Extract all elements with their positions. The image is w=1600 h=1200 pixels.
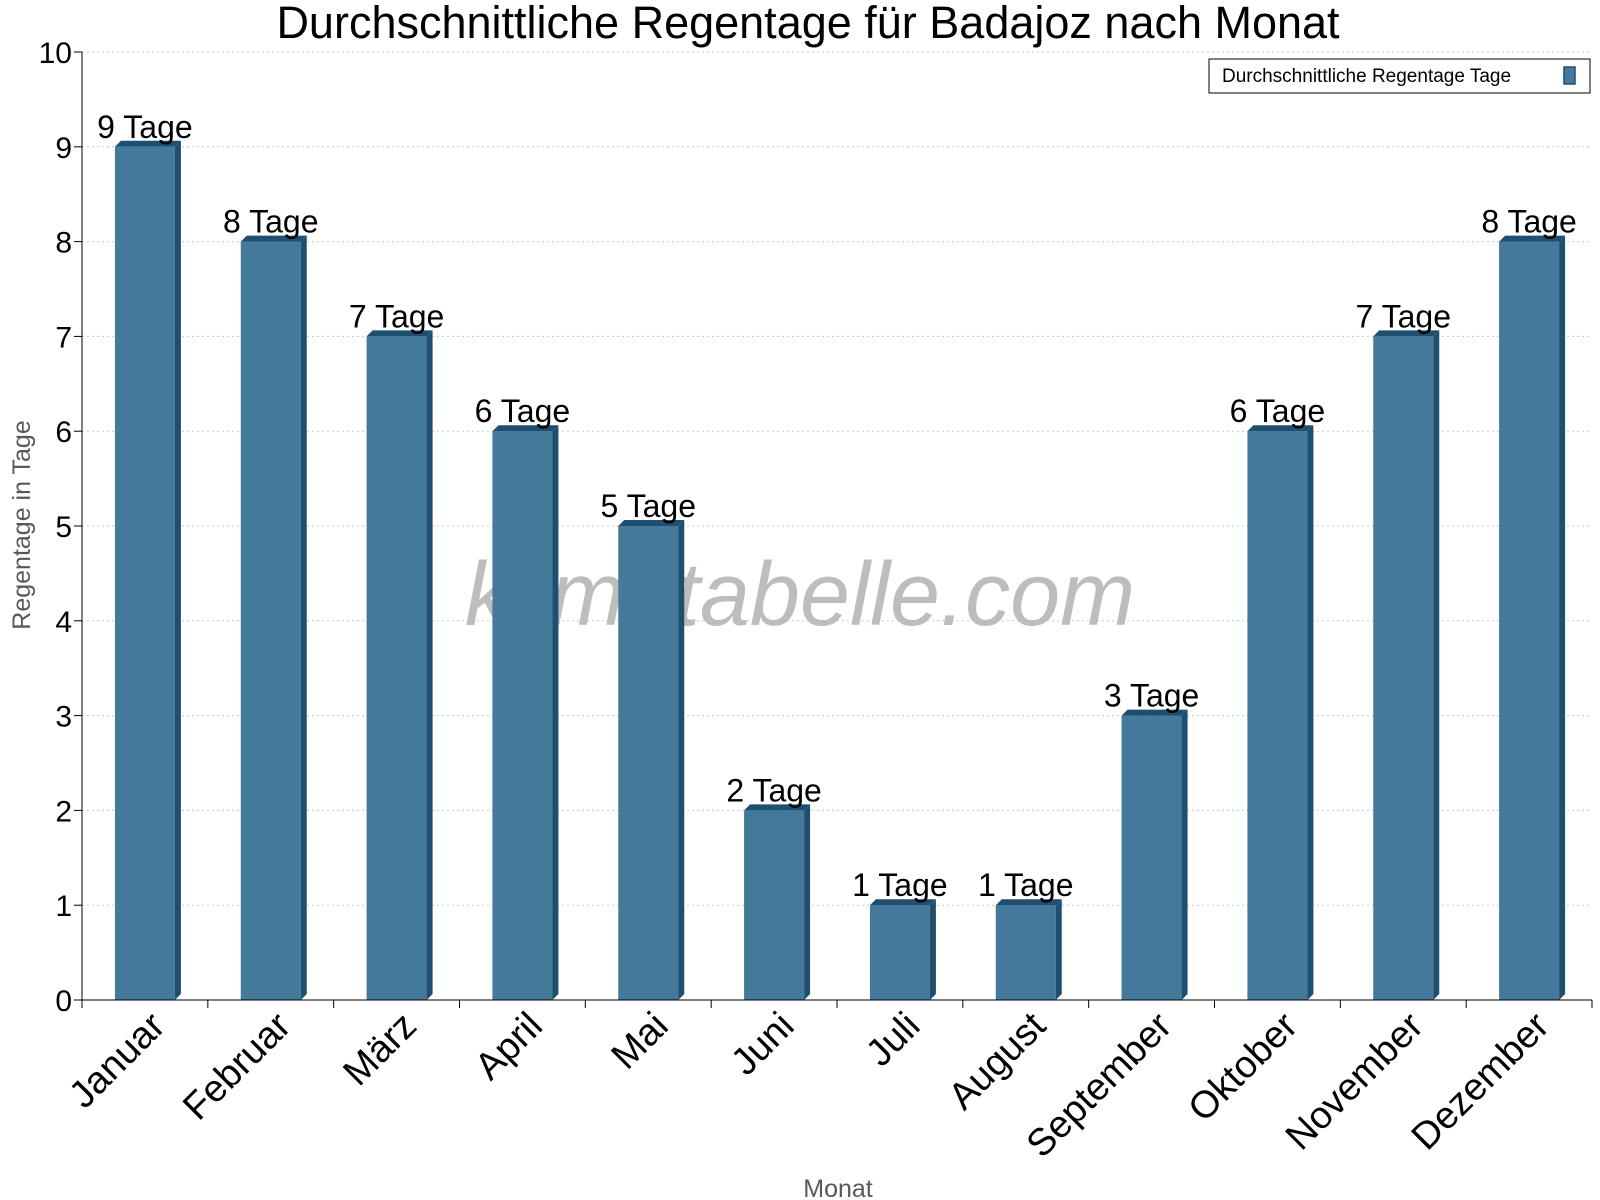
y-tick-label: 7 <box>55 321 72 354</box>
chart-title: Durchschnittliche Regentage für Badajoz … <box>276 0 1340 48</box>
bar-top <box>995 899 1062 906</box>
bar-side <box>1433 330 1440 1000</box>
bar-top <box>366 330 433 337</box>
watermark: klimatabelle.com <box>465 545 1135 645</box>
data-label: 8 Tage <box>223 204 319 240</box>
bar-side <box>552 425 559 1000</box>
bar-februar <box>240 235 307 1001</box>
bars <box>114 140 1566 1001</box>
bar-front <box>114 146 175 1001</box>
watermark-text: klimatabelle.com <box>465 545 1135 645</box>
bar-top <box>618 520 685 526</box>
y-tick-label: 0 <box>55 985 72 1018</box>
bar-side <box>1181 709 1188 1000</box>
bar-side <box>1307 425 1314 1000</box>
legend-label: Durchschnittliche Regentage Tage <box>1222 66 1511 87</box>
y-tick-label: 4 <box>55 606 72 639</box>
data-label: 3 Tage <box>1104 678 1200 714</box>
bar-side <box>300 235 307 1001</box>
bar-side <box>174 140 181 1001</box>
bar-front <box>366 336 427 1000</box>
y-tick-label: 3 <box>55 701 72 734</box>
bar-front <box>1121 715 1182 1000</box>
bar-side <box>1559 235 1566 1001</box>
bar-dezember <box>1499 235 1566 1001</box>
bar-august <box>995 899 1062 1000</box>
legend-swatch <box>1563 66 1576 85</box>
bar-front <box>1499 241 1560 1001</box>
bar-front <box>995 905 1056 1000</box>
legend-box <box>1208 58 1591 94</box>
bar-märz <box>366 330 433 1000</box>
y-tick-label: 5 <box>55 511 72 544</box>
bar-juli <box>869 899 936 1000</box>
x-axis-label: Monat <box>803 1175 873 1200</box>
bar-top <box>1121 709 1188 716</box>
y-tick-label: 1 <box>55 890 72 923</box>
bar-front <box>1373 336 1434 1000</box>
bar-side <box>804 804 811 1000</box>
grid-lines <box>82 51 1592 906</box>
data-label: 6 Tage <box>475 393 571 429</box>
bar-front <box>492 431 553 1000</box>
y-tick-label: 10 <box>39 37 72 70</box>
data-label: 5 Tage <box>601 488 697 524</box>
bar-front <box>869 905 930 1000</box>
bar-top <box>114 140 181 147</box>
y-tick-label: 8 <box>55 227 72 260</box>
data-label: 9 Tage <box>97 109 193 145</box>
bar-front <box>744 810 805 1000</box>
data-label: 8 Tage <box>1481 204 1577 240</box>
data-label: 1 Tage <box>978 867 1074 903</box>
bar-side <box>1055 899 1062 1000</box>
legend: Durchschnittliche Regentage Tage <box>1208 58 1591 94</box>
bar-top <box>744 804 811 811</box>
bar-side <box>426 330 433 1000</box>
data-label: 2 Tage <box>726 772 822 808</box>
data-label: 7 Tage <box>349 298 445 334</box>
bar-top <box>1499 235 1566 242</box>
y-tick-label: 2 <box>55 795 72 828</box>
bar-side <box>678 520 685 1000</box>
bar-front <box>618 526 679 1000</box>
bar-top <box>240 235 307 242</box>
bar-oktober <box>1247 425 1314 1000</box>
y-tick-label: 9 <box>55 132 72 165</box>
y-axis-tick-labels: 0 1 2 3 4 5 6 7 8 9 10 <box>39 37 72 1018</box>
bar-top <box>1247 425 1314 432</box>
bar-top <box>869 899 936 906</box>
bar-side <box>929 899 936 1000</box>
data-label: 6 Tage <box>1230 393 1326 429</box>
y-tick-label: 6 <box>55 416 72 449</box>
bar-september <box>1121 709 1188 1000</box>
y-axis-label: Regentage in Tage <box>8 420 36 629</box>
bar-front <box>1247 431 1308 1000</box>
bar-top <box>492 425 559 432</box>
bar-front <box>240 241 301 1001</box>
axes <box>74 51 1593 1008</box>
data-labels: 9 Tage 8 Tage 7 Tage 6 Tage 5 Tage 2 Tage 1 Ta… <box>97 109 1577 903</box>
bar-juni <box>744 804 811 1000</box>
data-label: 7 Tage <box>1356 298 1452 334</box>
bar-mai <box>618 520 685 1000</box>
bar-november <box>1373 330 1440 1000</box>
bar-januar <box>114 140 181 1001</box>
data-label: 1 Tage <box>852 867 948 903</box>
bar-april <box>492 425 559 1000</box>
bar-top <box>1373 330 1440 337</box>
